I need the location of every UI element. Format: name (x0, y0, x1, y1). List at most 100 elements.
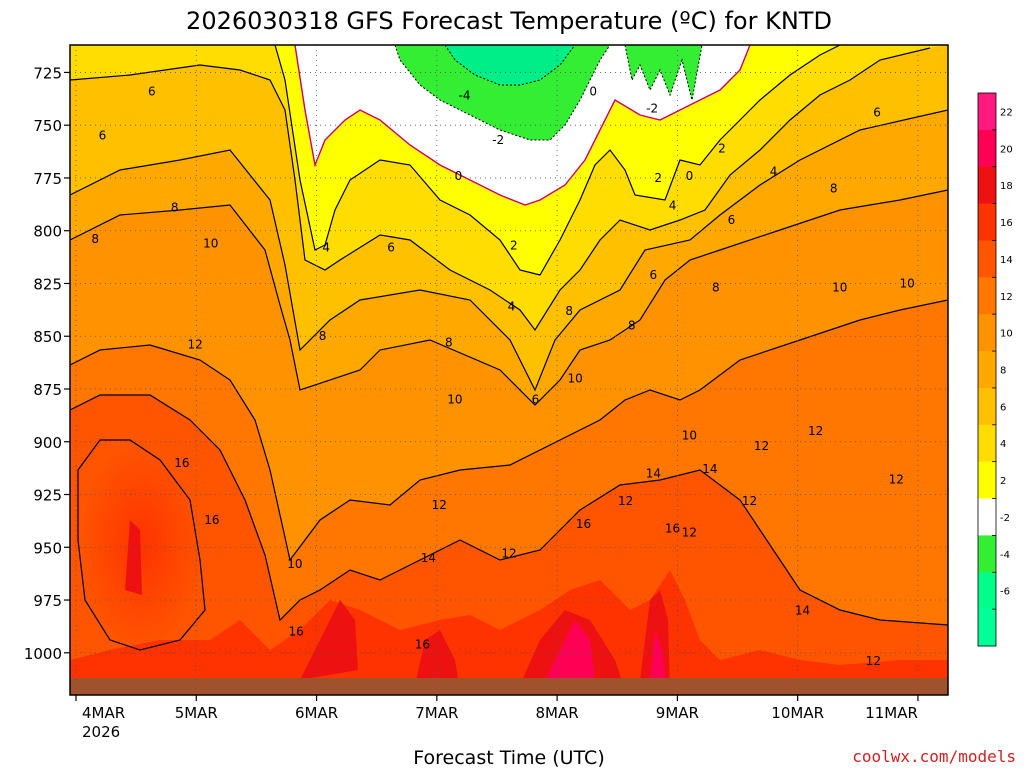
x-tick-label: 6MAR (295, 704, 338, 722)
gridlines (70, 45, 948, 695)
colorbar-swatch (978, 351, 996, 389)
band-20 (545, 620, 666, 680)
contour-label: 0 (455, 169, 463, 183)
y-tick-label: 900 (33, 434, 62, 452)
y-tick-label: 775 (33, 170, 62, 188)
contour-label: 10 (832, 281, 847, 295)
contour-label: 4 (669, 198, 677, 212)
chart-title: 2026030318 GFS Forecast Temperature (ºC)… (186, 7, 832, 35)
x-tick-label: 4MAR (82, 704, 125, 722)
contour-label: 2 (654, 171, 662, 185)
y-tick-label: 800 (33, 223, 62, 241)
contour-label: 12 (742, 494, 757, 508)
x-tick-label: 9MAR (656, 704, 699, 722)
y-tick-label: 950 (33, 539, 62, 557)
contour-label: 12 (682, 526, 697, 540)
colorbar-swatch (978, 166, 996, 205)
colorbar-swatch (978, 277, 996, 315)
contour-label: 10 (203, 236, 218, 250)
contour-label: 6 (387, 241, 395, 255)
contour-label: 6 (728, 213, 736, 227)
x-tick-year-label: 2026 (82, 723, 120, 741)
x-tick-label: 8MAR (536, 704, 579, 722)
contour-lines-dotted (394, 45, 703, 141)
contour-label: 6 (650, 268, 658, 282)
contour-label: 2 (718, 141, 726, 155)
colorbar-label: 6 (1000, 402, 1006, 413)
contour-label: -2 (646, 101, 658, 115)
contour-label: 10 (682, 428, 697, 442)
y-tick-label: 850 (33, 328, 62, 346)
contour-label: 14 (646, 466, 661, 480)
y-tick-label: 875 (33, 381, 62, 399)
band-minus2b (625, 45, 702, 100)
contour-label: 8 (830, 182, 838, 196)
band-18 (125, 520, 670, 690)
contour-label: 8 (712, 281, 720, 295)
colorbar-swatch (978, 240, 996, 278)
contour-label: 8 (319, 329, 327, 343)
colorbar-swatch (978, 129, 996, 168)
colorbar: 22 20 18 16 14 12 10 8 6 4 2 -2 -4 -6 (977, 92, 1013, 647)
colorbar-label: 18 (1000, 181, 1013, 192)
contour-label: 8 (91, 232, 99, 246)
colorbar-label: 20 (1000, 144, 1013, 155)
colorbar-label: 4 (1000, 439, 1006, 450)
x-tick-label: 5MAR (175, 704, 218, 722)
colorbar-frame (977, 92, 997, 647)
colorbar-swatch (978, 203, 996, 241)
contour-label: 16 (415, 637, 430, 651)
colorbar-label: -6 (1000, 587, 1010, 598)
contour-label: -4 (459, 89, 471, 103)
colorbar-swatch (978, 314, 996, 352)
colorbar-label: 14 (1000, 255, 1013, 266)
contour-label: 12 (866, 654, 881, 668)
contour-label: 8 (171, 201, 179, 215)
contour-label: 8 (628, 319, 636, 333)
x-tick-label: 7MAR (415, 704, 458, 722)
x-tick-label: 11MAR (865, 704, 918, 722)
colorbar-swatch (978, 93, 996, 131)
y-axis: 725 750 775 800 825 850 875 900 925 950 975 1000 (24, 64, 70, 663)
contour-label: 12 (501, 547, 516, 561)
colorbar-swatch (978, 387, 996, 426)
contour-label: 14 (702, 462, 717, 476)
contour-label: 10 (899, 276, 914, 290)
contour-label: 10 (287, 557, 302, 571)
colorbar-label: 22 (1000, 107, 1013, 118)
contour-label: 14 (421, 551, 436, 565)
colorbar-swatch (978, 609, 996, 647)
contour-label: 4 (770, 165, 778, 179)
colorbar-label: 12 (1000, 292, 1013, 303)
colorbar-swatch (978, 424, 996, 463)
contour-lines (70, 45, 948, 651)
y-tick-label: 750 (33, 117, 62, 135)
contour-lines-subzero (294, 45, 751, 206)
contour-label: 14 (795, 604, 810, 618)
contour-label: 12 (808, 424, 823, 438)
contour-label: 10 (447, 393, 462, 407)
contour-label: 6 (532, 393, 540, 407)
contour-label: 12 (618, 494, 633, 508)
y-tick-label: 725 (33, 64, 62, 82)
contour-label: 16 (204, 513, 219, 527)
credit-text: coolwx.com/models (852, 747, 1016, 766)
contour-label: 16 (174, 456, 189, 470)
x-axis-label: Forecast Time (UTC) (413, 747, 604, 768)
contour-label: 16 (665, 521, 680, 535)
y-tick-label: 825 (33, 275, 62, 293)
band-16-bottom (70, 570, 948, 695)
contour-label: 12 (432, 498, 447, 512)
x-tick-label: 10MAR (771, 704, 824, 722)
ground-strip (70, 678, 948, 695)
contour-label: 16 (576, 517, 591, 531)
x-axis: 4MAR 5MAR 6MAR 7MAR 8MAR 9MAR 10MAR 11MAR 2026 (75, 695, 919, 741)
contour-label: 6 (148, 84, 156, 98)
contour-label: 4 (508, 300, 516, 314)
contour-label: 10 (568, 371, 583, 385)
contour-label: 0 (686, 169, 694, 183)
contour-label: 8 (565, 304, 573, 318)
